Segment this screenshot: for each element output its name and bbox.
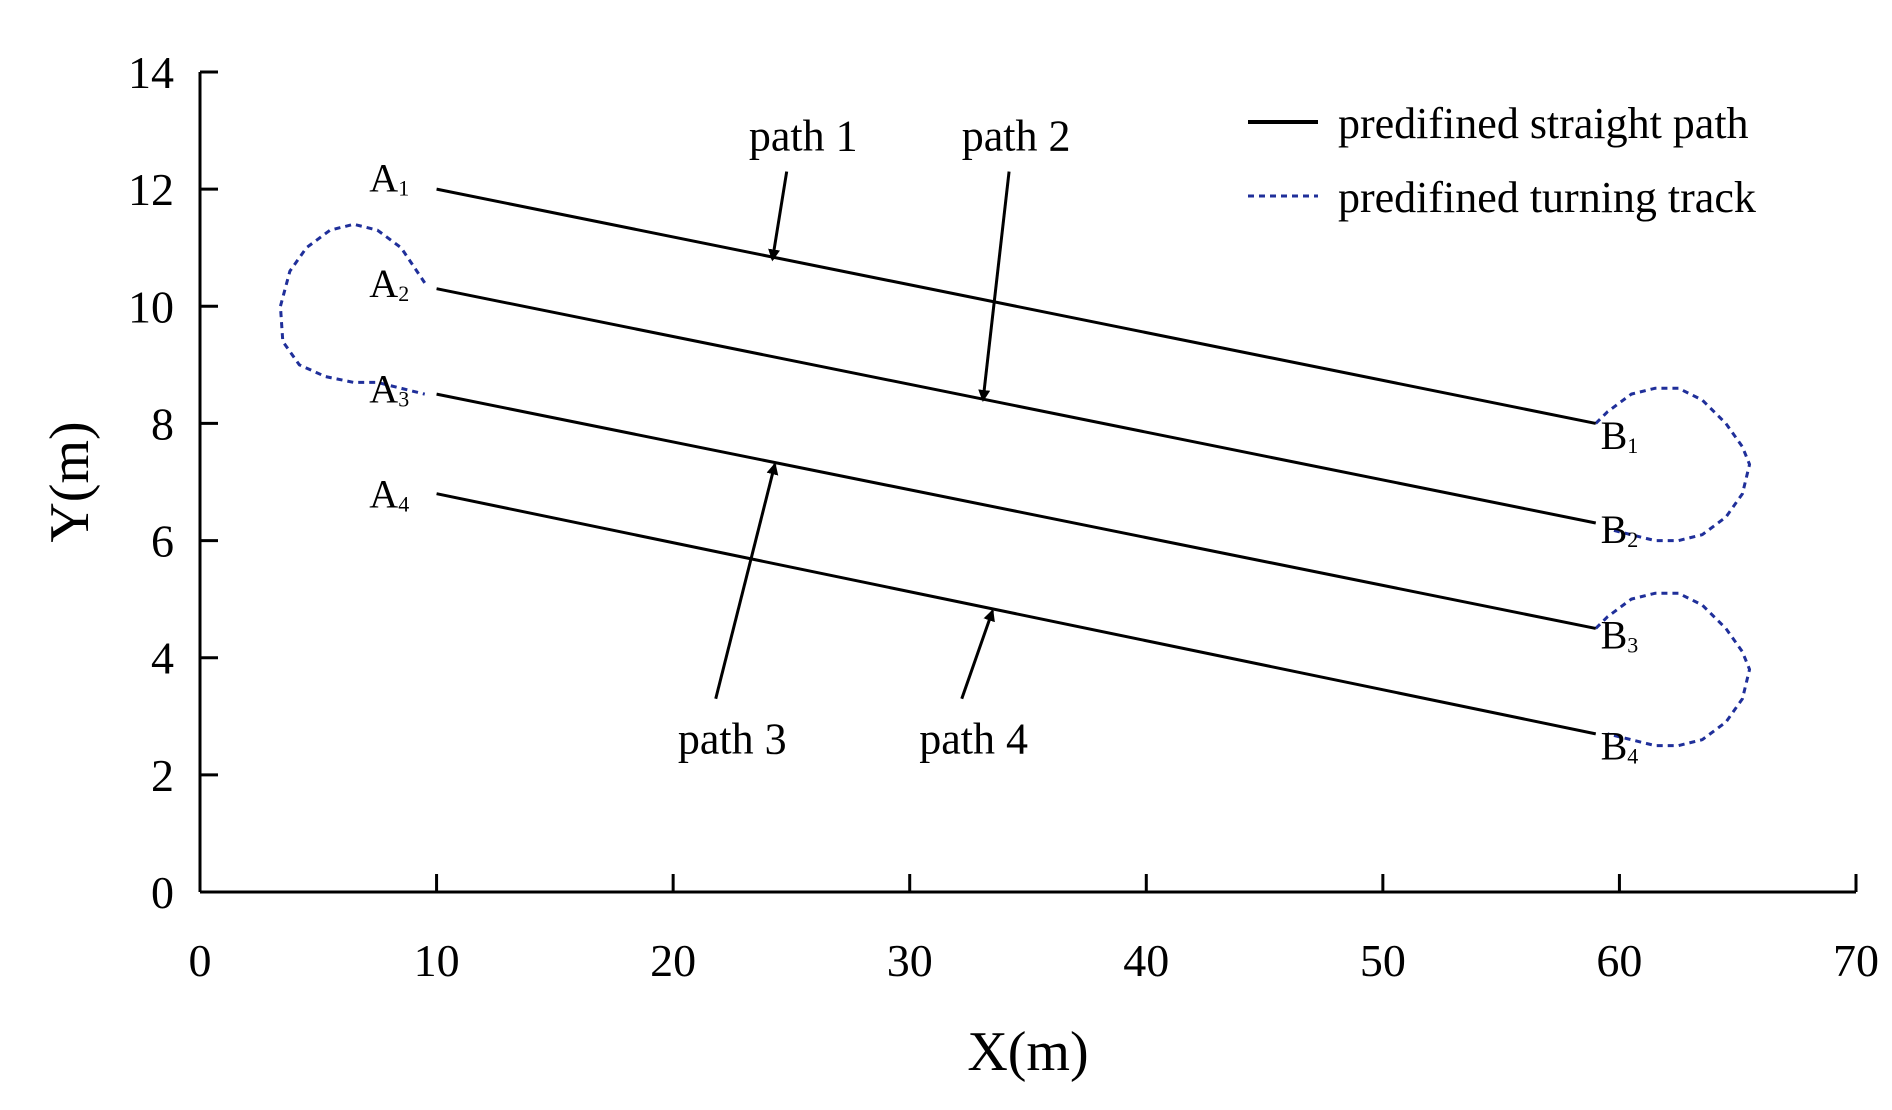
y-axis-title: Y(m) [39, 421, 101, 542]
turning-track [1594, 386, 1752, 543]
point-label: B4 [1601, 724, 1639, 769]
annotation-arrow [714, 462, 779, 700]
straight-path-line [436, 287, 1597, 525]
turning-track [1594, 591, 1752, 748]
annotations: path 1 path 2 path 3 path 4 [678, 111, 1071, 763]
axes [198, 72, 1856, 894]
point-label-subscript: 4 [1627, 744, 1638, 769]
point-label-subscript: 3 [1627, 632, 1638, 657]
x-tick-label: 40 [1123, 935, 1169, 986]
y-tick-label: 0 [151, 867, 174, 918]
point-label: A4 [369, 472, 409, 517]
point-label: A2 [369, 261, 409, 306]
y-tick-label: 8 [151, 398, 174, 449]
point-label: B1 [1601, 413, 1639, 458]
x-tick-label: 10 [414, 935, 460, 986]
x-tick-label: 50 [1360, 935, 1406, 986]
straight-path-line [436, 187, 1597, 425]
x-tick-label: 30 [887, 935, 933, 986]
point-label-subscript: 3 [398, 386, 409, 411]
series-lines [436, 187, 1597, 736]
x-tick-label: 60 [1596, 935, 1642, 986]
point-label-subscript: 4 [398, 492, 409, 517]
legend: predifined straight path predifined turn… [1248, 99, 1756, 222]
point-label: A1 [369, 155, 409, 200]
y-tick-label: 10 [128, 281, 174, 332]
annotation-arrow [960, 608, 995, 700]
point-label-subscript: 2 [398, 281, 409, 306]
annotation-arrow [978, 171, 1011, 402]
y-tick-label: 14 [128, 47, 174, 98]
legend-label-turning-track: predifined turning track [1338, 173, 1756, 222]
x-tick-label: 20 [650, 935, 696, 986]
point-labels: A1 A2 A3 A4 B1 B2 B3 B4 [369, 155, 1638, 768]
x-axis-title: X(m) [967, 1021, 1088, 1083]
x-tick-label: 0 [189, 935, 212, 986]
y-tick-label: 4 [151, 633, 174, 684]
annotation-label: path 1 [749, 111, 858, 160]
annotation-label: path 2 [962, 111, 1071, 160]
point-label-subscript: 1 [398, 175, 409, 200]
annotation-label: path 4 [919, 715, 1028, 764]
turning-tracks [278, 222, 1752, 748]
straight-path-line [436, 492, 1597, 736]
y-tick-label: 12 [128, 164, 174, 215]
straight-path-line [436, 392, 1597, 630]
turning-track [278, 222, 426, 396]
legend-label-straight-path: predifined straight path [1338, 99, 1749, 148]
x-tick-label: 70 [1833, 935, 1879, 986]
point-label: B3 [1601, 612, 1639, 657]
y-tick-label: 6 [151, 516, 174, 567]
point-label: B2 [1601, 507, 1639, 552]
annotation-arrow [768, 171, 789, 262]
y-tick-label: 2 [151, 750, 174, 801]
point-label-subscript: 2 [1627, 527, 1638, 552]
ticks [200, 70, 1858, 892]
point-label-subscript: 1 [1627, 433, 1638, 458]
annotation-label: path 3 [678, 715, 787, 764]
point-label: A3 [369, 366, 409, 411]
